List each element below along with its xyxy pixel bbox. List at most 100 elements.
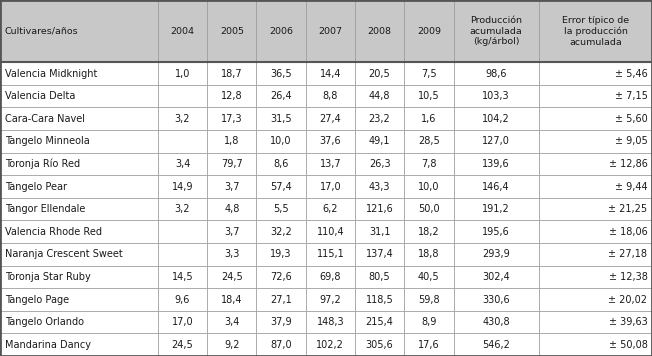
Text: 3,4: 3,4 <box>224 317 239 327</box>
Text: 17,0: 17,0 <box>319 182 341 192</box>
Text: 10,0: 10,0 <box>271 136 292 146</box>
Bar <box>256 198 306 220</box>
Bar <box>306 175 355 198</box>
Text: 146,4: 146,4 <box>482 182 510 192</box>
Bar <box>306 108 355 130</box>
Bar <box>207 334 256 356</box>
Bar <box>158 288 207 311</box>
Bar <box>454 62 539 85</box>
Bar <box>158 198 207 220</box>
Bar <box>0 311 158 334</box>
Bar <box>355 175 404 198</box>
Bar <box>207 62 256 85</box>
Text: 102,2: 102,2 <box>316 340 344 350</box>
Text: 97,2: 97,2 <box>319 294 341 304</box>
Text: 18,8: 18,8 <box>418 249 439 259</box>
Bar <box>355 311 404 334</box>
Bar <box>256 220 306 243</box>
Bar <box>306 288 355 311</box>
Text: 27,4: 27,4 <box>319 114 341 124</box>
Text: 1,0: 1,0 <box>175 69 190 79</box>
Bar <box>404 288 454 311</box>
Text: 103,3: 103,3 <box>482 91 510 101</box>
Bar <box>207 288 256 311</box>
Bar <box>539 311 652 334</box>
Text: Tangelo Page: Tangelo Page <box>5 294 68 304</box>
Bar <box>207 130 256 153</box>
Text: 28,5: 28,5 <box>418 136 439 146</box>
Bar <box>0 198 158 220</box>
Text: 2007: 2007 <box>318 27 342 36</box>
Bar <box>355 0 404 62</box>
Text: ± 12,38: ± 12,38 <box>608 272 647 282</box>
Text: 32,2: 32,2 <box>270 227 292 237</box>
Text: 40,5: 40,5 <box>418 272 439 282</box>
Bar <box>0 220 158 243</box>
Text: ± 50,08: ± 50,08 <box>608 340 647 350</box>
Bar <box>306 62 355 85</box>
Bar <box>0 266 158 288</box>
Text: 430,8: 430,8 <box>482 317 510 327</box>
Bar <box>404 220 454 243</box>
Bar <box>306 0 355 62</box>
Text: Toronja Star Ruby: Toronja Star Ruby <box>5 272 91 282</box>
Bar <box>256 85 306 108</box>
Text: 305,6: 305,6 <box>366 340 394 350</box>
Bar <box>539 288 652 311</box>
Text: Producción
acumulada
(kg/árbol): Producción acumulada (kg/árbol) <box>470 16 523 46</box>
Bar <box>454 153 539 175</box>
Text: 9,6: 9,6 <box>175 294 190 304</box>
Bar <box>355 266 404 288</box>
Bar <box>539 198 652 220</box>
Text: 5,5: 5,5 <box>273 204 289 214</box>
Text: Tangelo Orlando: Tangelo Orlando <box>5 317 83 327</box>
Text: 80,5: 80,5 <box>369 272 391 282</box>
Bar <box>0 334 158 356</box>
Text: 121,6: 121,6 <box>366 204 394 214</box>
Text: 1,6: 1,6 <box>421 114 437 124</box>
Bar <box>539 85 652 108</box>
Bar <box>355 85 404 108</box>
Bar <box>355 288 404 311</box>
Text: 26,4: 26,4 <box>271 91 292 101</box>
Bar <box>306 198 355 220</box>
Bar <box>207 220 256 243</box>
Text: ± 9,44: ± 9,44 <box>615 182 647 192</box>
Bar <box>207 243 256 266</box>
Bar <box>207 153 256 175</box>
Text: 3,3: 3,3 <box>224 249 239 259</box>
Text: 17,3: 17,3 <box>221 114 243 124</box>
Text: Toronja Río Red: Toronja Río Red <box>5 159 80 169</box>
Bar <box>404 311 454 334</box>
Bar <box>0 288 158 311</box>
Bar <box>454 130 539 153</box>
Text: 104,2: 104,2 <box>482 114 510 124</box>
Bar <box>207 266 256 288</box>
Bar <box>0 0 158 62</box>
Text: Naranja Crescent Sweet: Naranja Crescent Sweet <box>5 249 123 259</box>
Bar <box>207 311 256 334</box>
Text: 12,8: 12,8 <box>221 91 243 101</box>
Bar <box>539 130 652 153</box>
Text: 37,9: 37,9 <box>271 317 292 327</box>
Text: Cara-Cara Navel: Cara-Cara Navel <box>5 114 85 124</box>
Bar <box>306 266 355 288</box>
Bar <box>404 153 454 175</box>
Bar <box>355 243 404 266</box>
Bar <box>256 243 306 266</box>
Bar <box>256 266 306 288</box>
Bar <box>158 266 207 288</box>
Bar <box>404 266 454 288</box>
Text: ± 18,06: ± 18,06 <box>609 227 647 237</box>
Text: 191,2: 191,2 <box>482 204 510 214</box>
Bar <box>158 153 207 175</box>
Text: 3,2: 3,2 <box>175 204 190 214</box>
Text: Error típico de
la producción
acumulada: Error típico de la producción acumulada <box>562 16 629 47</box>
Text: Valencia Midknight: Valencia Midknight <box>5 69 97 79</box>
Text: 330,6: 330,6 <box>482 294 510 304</box>
Text: 195,6: 195,6 <box>482 227 510 237</box>
Bar <box>355 153 404 175</box>
Bar <box>539 266 652 288</box>
Text: 2004: 2004 <box>171 27 194 36</box>
Text: 2008: 2008 <box>368 27 392 36</box>
